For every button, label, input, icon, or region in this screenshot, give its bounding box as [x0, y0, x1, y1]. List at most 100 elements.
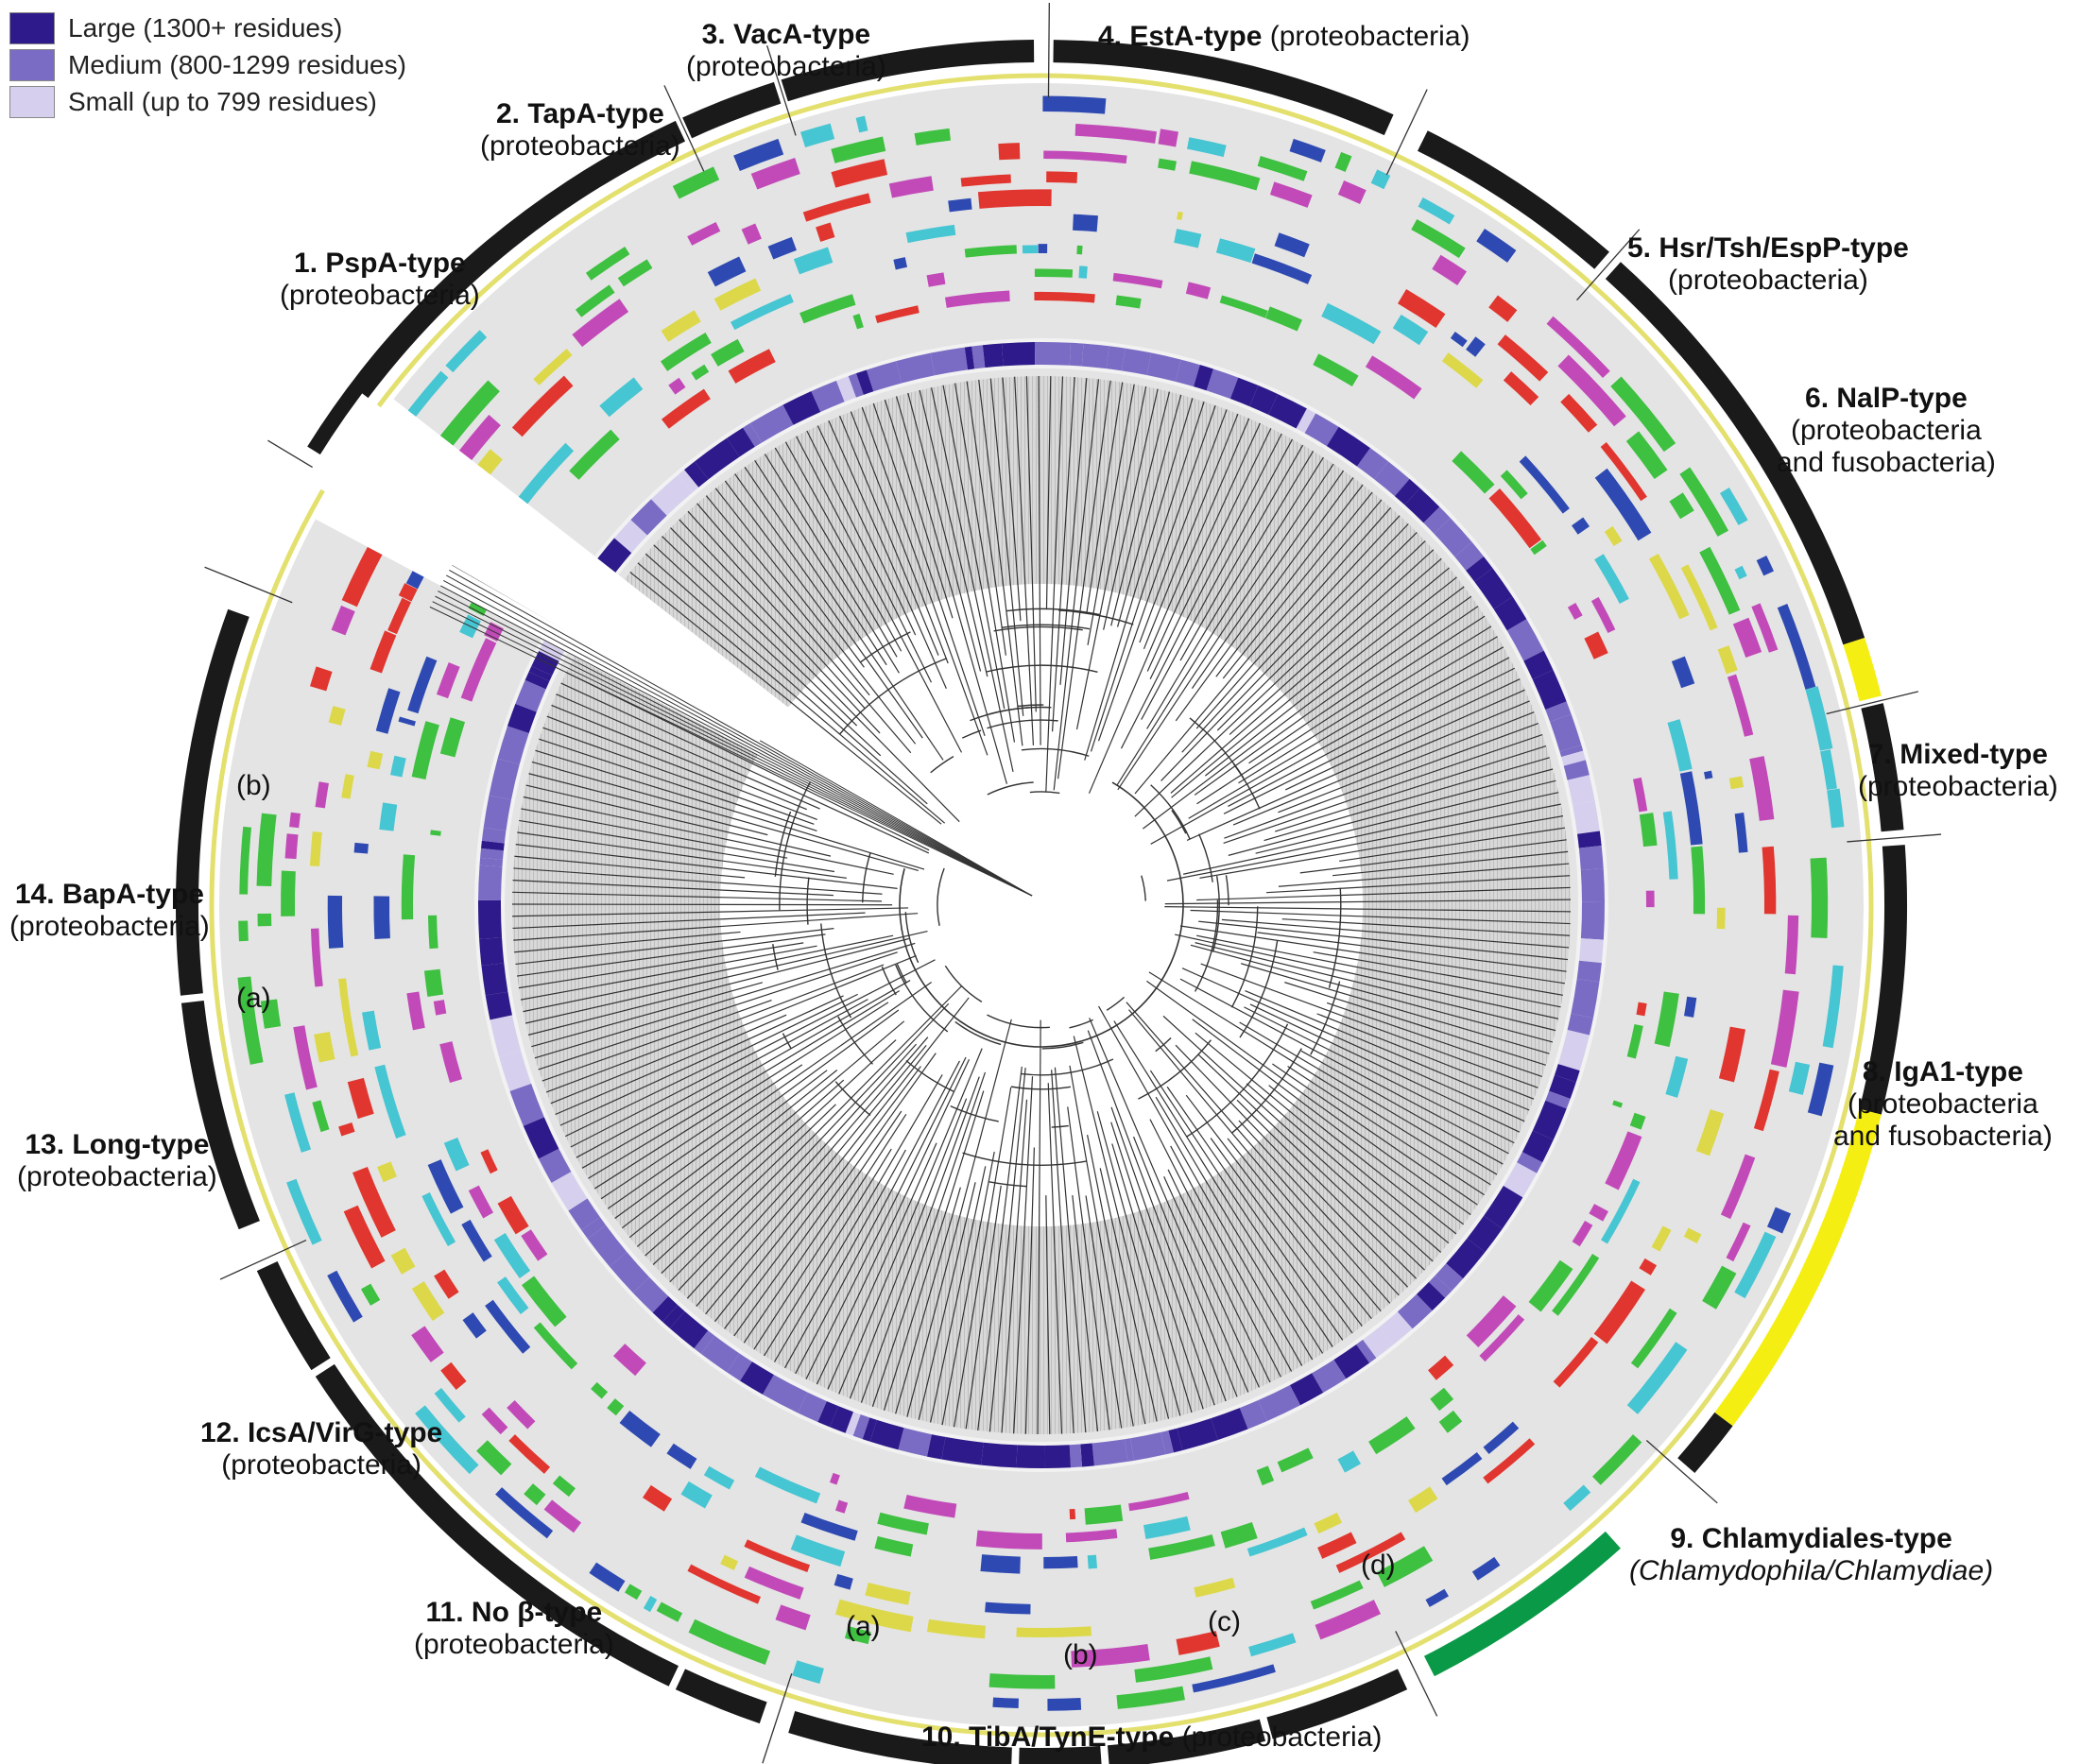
domain-segment: [1438, 1410, 1463, 1433]
leaf-branch: [515, 844, 898, 889]
leaf-branch: [1143, 413, 1239, 650]
domain-segment: [992, 1697, 1019, 1709]
domain-segment: [1590, 596, 1616, 634]
leaf-branch: [518, 942, 804, 989]
size-segment: [1493, 596, 1527, 631]
domain-segment: [1719, 488, 1748, 525]
leaf-branch: [1089, 1018, 1249, 1393]
domain-segment: [617, 259, 653, 287]
domain-segment: [1220, 1522, 1258, 1549]
domain-segment: [793, 247, 834, 275]
internal-branch: [1225, 875, 1229, 906]
domain-segment: [964, 245, 1017, 258]
domain-segment: [1046, 171, 1078, 183]
domain-segment: [1671, 656, 1695, 689]
domain-segment: [1734, 813, 1748, 853]
leaf-branch: [524, 931, 928, 1024]
ring-segment-tiba-a: [788, 1711, 1012, 1764]
domain-segment: [790, 1534, 846, 1567]
domain-segment: [1530, 539, 1547, 556]
domain-segment: [1148, 1533, 1215, 1560]
domain-architecture-rings: [209, 73, 1874, 1738]
size-segment: [740, 1362, 774, 1395]
leaf-branch: [517, 831, 847, 879]
leaf-branch: [1014, 376, 1035, 745]
leaf-branch: [542, 727, 815, 825]
domain-segment: [1365, 355, 1422, 400]
leaf-branch: [538, 951, 898, 1070]
leaf-branch: [539, 738, 817, 832]
domain-segment: [1669, 492, 1694, 520]
domain-segment: [508, 1434, 551, 1474]
leaf-branch: [817, 425, 917, 636]
size-segment: [499, 1050, 532, 1091]
leaf-branch: [1179, 925, 1565, 985]
size-segment: [941, 1436, 984, 1465]
domain-segment: [1073, 214, 1098, 232]
leaf-branch: [1134, 540, 1426, 817]
size-segment: [1550, 713, 1582, 752]
domain-segment: [1557, 354, 1626, 427]
size-segment: [609, 1252, 650, 1293]
domain-segment: [1256, 1465, 1275, 1486]
leaf-branch: [1228, 657, 1510, 807]
leaf-branch: [1099, 1168, 1158, 1422]
domain-segment: [691, 364, 710, 381]
leaf-branch: [1195, 506, 1392, 729]
domain-segment: [1134, 1656, 1213, 1683]
size-segment: [1356, 1339, 1377, 1363]
domain-segment: [468, 1185, 494, 1219]
domain-segment: [343, 1205, 386, 1269]
legend-item-large: Large (1300+ residues): [9, 9, 406, 46]
size-segment: [1503, 1162, 1538, 1198]
clade-label-vaca: 3. VacA-type (proteobacteria): [686, 19, 886, 82]
domain-segment: [341, 546, 383, 608]
domain-segment: [1034, 291, 1095, 303]
domain-segment: [905, 224, 956, 244]
size-segment: [1374, 461, 1410, 497]
clade-label-bapa: 14. BapA-type (proteobacteria): [9, 879, 210, 942]
domain-segment: [485, 1299, 531, 1354]
ring-segment-tapa: [682, 81, 782, 139]
domain-segment: [1248, 1633, 1297, 1657]
domain-segment: [1612, 1100, 1624, 1108]
leaf-branch: [514, 855, 746, 879]
domain-segment: [497, 1276, 529, 1314]
leaf-branch: [1223, 733, 1543, 844]
leaf-branch: [1195, 1032, 1450, 1244]
domain-segment: [286, 1178, 322, 1245]
domain-segment: [237, 976, 264, 1065]
domain-segment: [575, 284, 615, 317]
domain-segment: [985, 1601, 1031, 1615]
leaf-branch: [551, 704, 807, 811]
domain-segment: [1274, 232, 1310, 258]
internal-branch: [1006, 608, 1101, 616]
domain-segment: [411, 1326, 444, 1362]
domain-segment: [572, 299, 629, 348]
leaf-branch: [1339, 827, 1566, 863]
domain-segment: [1751, 603, 1779, 653]
leaf-branch: [1073, 1036, 1170, 1419]
size-segment: [1146, 352, 1181, 382]
clade-boundary-tick: [762, 1672, 793, 1764]
leaf-branch: [1199, 815, 1564, 879]
domain-segment: [1277, 1447, 1314, 1473]
leaf-branch: [784, 441, 902, 652]
domain-segment: [926, 272, 946, 287]
leaf-branch: [669, 985, 963, 1283]
leaf-branch: [512, 907, 909, 917]
leaf-branch: [919, 389, 988, 677]
leaf-branch: [1087, 1030, 1227, 1402]
size-segment: [481, 963, 508, 996]
size-segment: [684, 461, 709, 488]
size-segment: [1069, 342, 1084, 367]
leaf-branch: [1054, 1067, 1087, 1433]
domain-segment: [1528, 1259, 1573, 1312]
domain-segment: [1720, 1154, 1756, 1220]
leaf-branch: [1223, 667, 1515, 814]
domain-segment: [1500, 470, 1528, 500]
size-segment: [895, 352, 936, 384]
clade-label-hsr-tsh-espp: 5. Hsr/Tsh/EspP-type (proteobacteria): [1627, 232, 1909, 296]
domain-segment: [398, 583, 418, 602]
domain-segment: [477, 449, 503, 475]
